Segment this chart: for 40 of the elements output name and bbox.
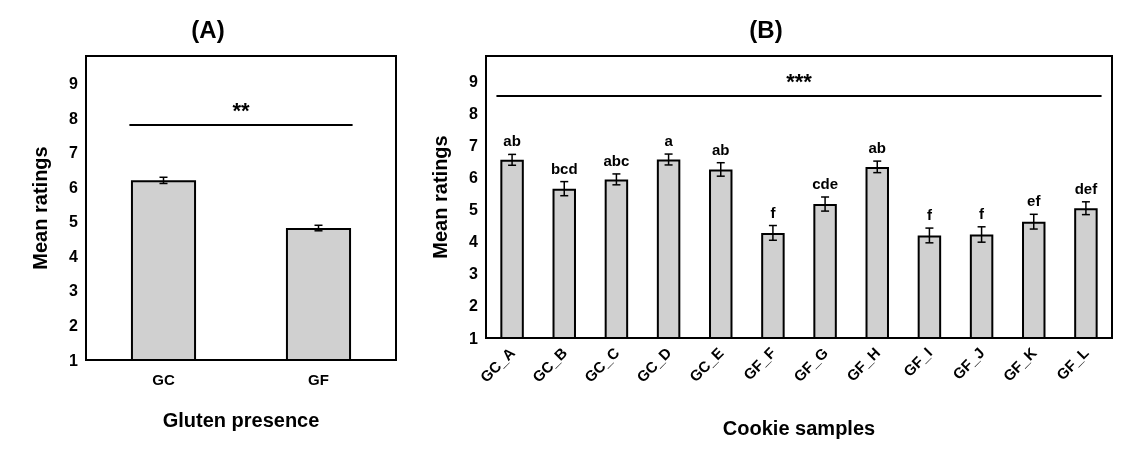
y-tick-label: 5 (69, 213, 79, 231)
y-tick-label: 9 (69, 75, 79, 93)
y-tick-label: 5 (469, 201, 479, 219)
x-tick-label: GF (308, 371, 329, 388)
ref-line-label: *** (786, 68, 813, 94)
y-tick-label: 6 (69, 178, 79, 196)
data-label: def (1074, 179, 1099, 197)
y-tick-label: 2 (69, 316, 79, 334)
y-tick-label: 7 (69, 144, 79, 162)
y-axis-title: Mean ratings (429, 135, 451, 259)
data-label: ab (503, 132, 521, 150)
x-axis-title: Cookie samples (722, 417, 876, 439)
y-tick-label: 7 (469, 137, 479, 155)
x-tick-label: GC (152, 371, 175, 388)
data-label: abc (603, 151, 630, 169)
data-label: bcd (550, 159, 578, 177)
chart-title: (A) (191, 15, 225, 43)
y-tick-label: 3 (469, 265, 479, 283)
y-tick-label: 8 (469, 105, 479, 123)
data-label: f (770, 203, 777, 221)
chart-title: (B) (749, 15, 783, 43)
data-label: f (979, 204, 986, 222)
y-tick-label: 2 (469, 297, 479, 315)
y-tick-label: 3 (69, 282, 79, 300)
y-tick-label: 9 (469, 73, 479, 91)
y-tick-label: 1 (469, 329, 479, 347)
data-label: a (664, 132, 674, 150)
y-tick-label: 1 (69, 351, 79, 369)
y-tick-label: 8 (69, 109, 79, 127)
data-label: f (926, 206, 933, 224)
x-axis-title: Gluten presence (162, 409, 320, 431)
data-label: cde (812, 175, 839, 192)
data-label: ef (1027, 192, 1042, 210)
y-axis-title: Mean ratings (29, 146, 51, 270)
data-label: ab (868, 139, 887, 157)
data-label: ab (711, 140, 730, 158)
y-tick-label: 4 (69, 247, 79, 265)
y-tick-label: 4 (469, 233, 479, 251)
y-tick-label: 6 (469, 169, 479, 187)
ref-line-label: ** (232, 97, 250, 123)
